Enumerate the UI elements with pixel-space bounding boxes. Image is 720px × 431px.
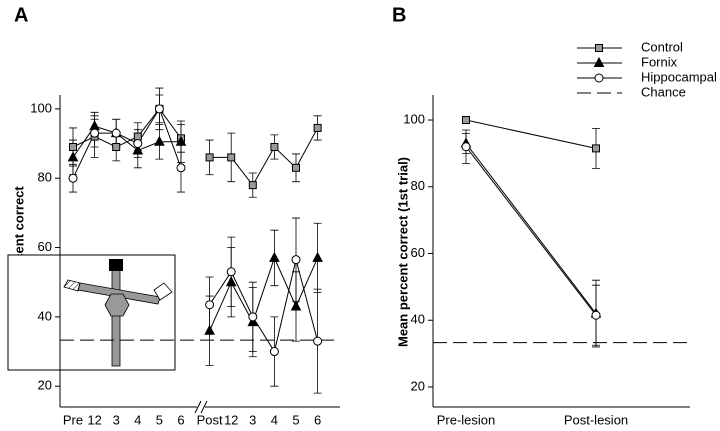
marker: [111, 128, 121, 138]
x-tick-label: 5: [292, 412, 299, 427]
y-tick-label: 100: [30, 100, 52, 115]
series-line: [209, 127, 319, 187]
marker: [313, 123, 322, 132]
marker: [312, 251, 323, 262]
series-line: [465, 119, 597, 149]
marker: [90, 128, 100, 138]
x-tick-label: Pre: [63, 412, 83, 427]
panel-label: A: [14, 4, 28, 26]
series-line: [209, 256, 319, 331]
y-axis-label: Mean percent correct (1st trial): [395, 157, 410, 347]
marker: [313, 336, 323, 346]
marker: [594, 73, 604, 83]
marker: [205, 153, 214, 162]
marker: [154, 104, 164, 114]
marker: [248, 312, 258, 322]
legend-label: Fornix: [641, 54, 678, 69]
marker: [68, 173, 78, 183]
marker: [225, 276, 237, 287]
marker: [133, 139, 143, 149]
marker: [112, 143, 121, 151]
marker: [270, 143, 279, 151]
axis-break: [194, 400, 208, 414]
x-tick-label: Post: [197, 412, 223, 427]
y-tick-label: 60: [38, 239, 52, 254]
x-tick-label: 5: [156, 412, 163, 427]
y-tick-label: 80: [38, 170, 52, 185]
series-line: [72, 125, 181, 158]
series-line: [465, 143, 597, 314]
y-tick-label: 20: [411, 378, 425, 393]
y-tick-label: 40: [411, 312, 425, 327]
x-tick-label: 4: [271, 412, 278, 427]
panel-label: B: [392, 4, 406, 26]
legend-label: Chance: [641, 84, 686, 99]
marker: [462, 116, 470, 125]
marker: [248, 181, 257, 190]
x-tick-label: 3: [113, 412, 120, 427]
marker: [461, 142, 471, 152]
marker: [176, 163, 186, 173]
x-tick-label: 4: [134, 412, 141, 427]
marker: [290, 300, 302, 311]
x-tick-label: Post-lesion: [564, 412, 628, 427]
marker: [132, 144, 144, 155]
marker: [227, 153, 236, 162]
legend-label: Control: [641, 39, 683, 54]
maze-inset: [7, 254, 176, 371]
marker: [205, 300, 215, 310]
marker: [595, 44, 603, 52]
x-tick-label: 12: [87, 412, 101, 427]
y-tick-label: 40: [38, 308, 52, 323]
y-tick-label: 60: [411, 245, 425, 260]
marker: [69, 143, 77, 151]
x-tick-label: 6: [314, 412, 321, 427]
marker: [593, 56, 605, 67]
series-line: [465, 146, 597, 316]
marker: [592, 144, 600, 153]
x-tick-label: 6: [177, 412, 184, 427]
marker: [292, 163, 300, 172]
legend-label: Hippocampal: [641, 69, 717, 84]
marker: [89, 120, 100, 131]
marker: [269, 347, 279, 357]
y-tick-label: 80: [411, 178, 425, 193]
marker: [67, 151, 79, 162]
x-tick-label: 12: [224, 412, 238, 427]
y-tick-label: 100: [403, 111, 425, 126]
x-tick-label: 3: [249, 412, 256, 427]
x-tick-label: Pre-lesion: [437, 412, 496, 427]
y-tick-label: 20: [38, 378, 52, 393]
marker: [269, 251, 280, 262]
marker: [291, 255, 301, 265]
series-line: [72, 107, 182, 179]
marker: [204, 324, 215, 335]
marker: [175, 135, 187, 146]
marker: [226, 267, 236, 277]
marker: [154, 135, 165, 146]
series-line: [209, 259, 319, 353]
marker: [591, 310, 601, 320]
